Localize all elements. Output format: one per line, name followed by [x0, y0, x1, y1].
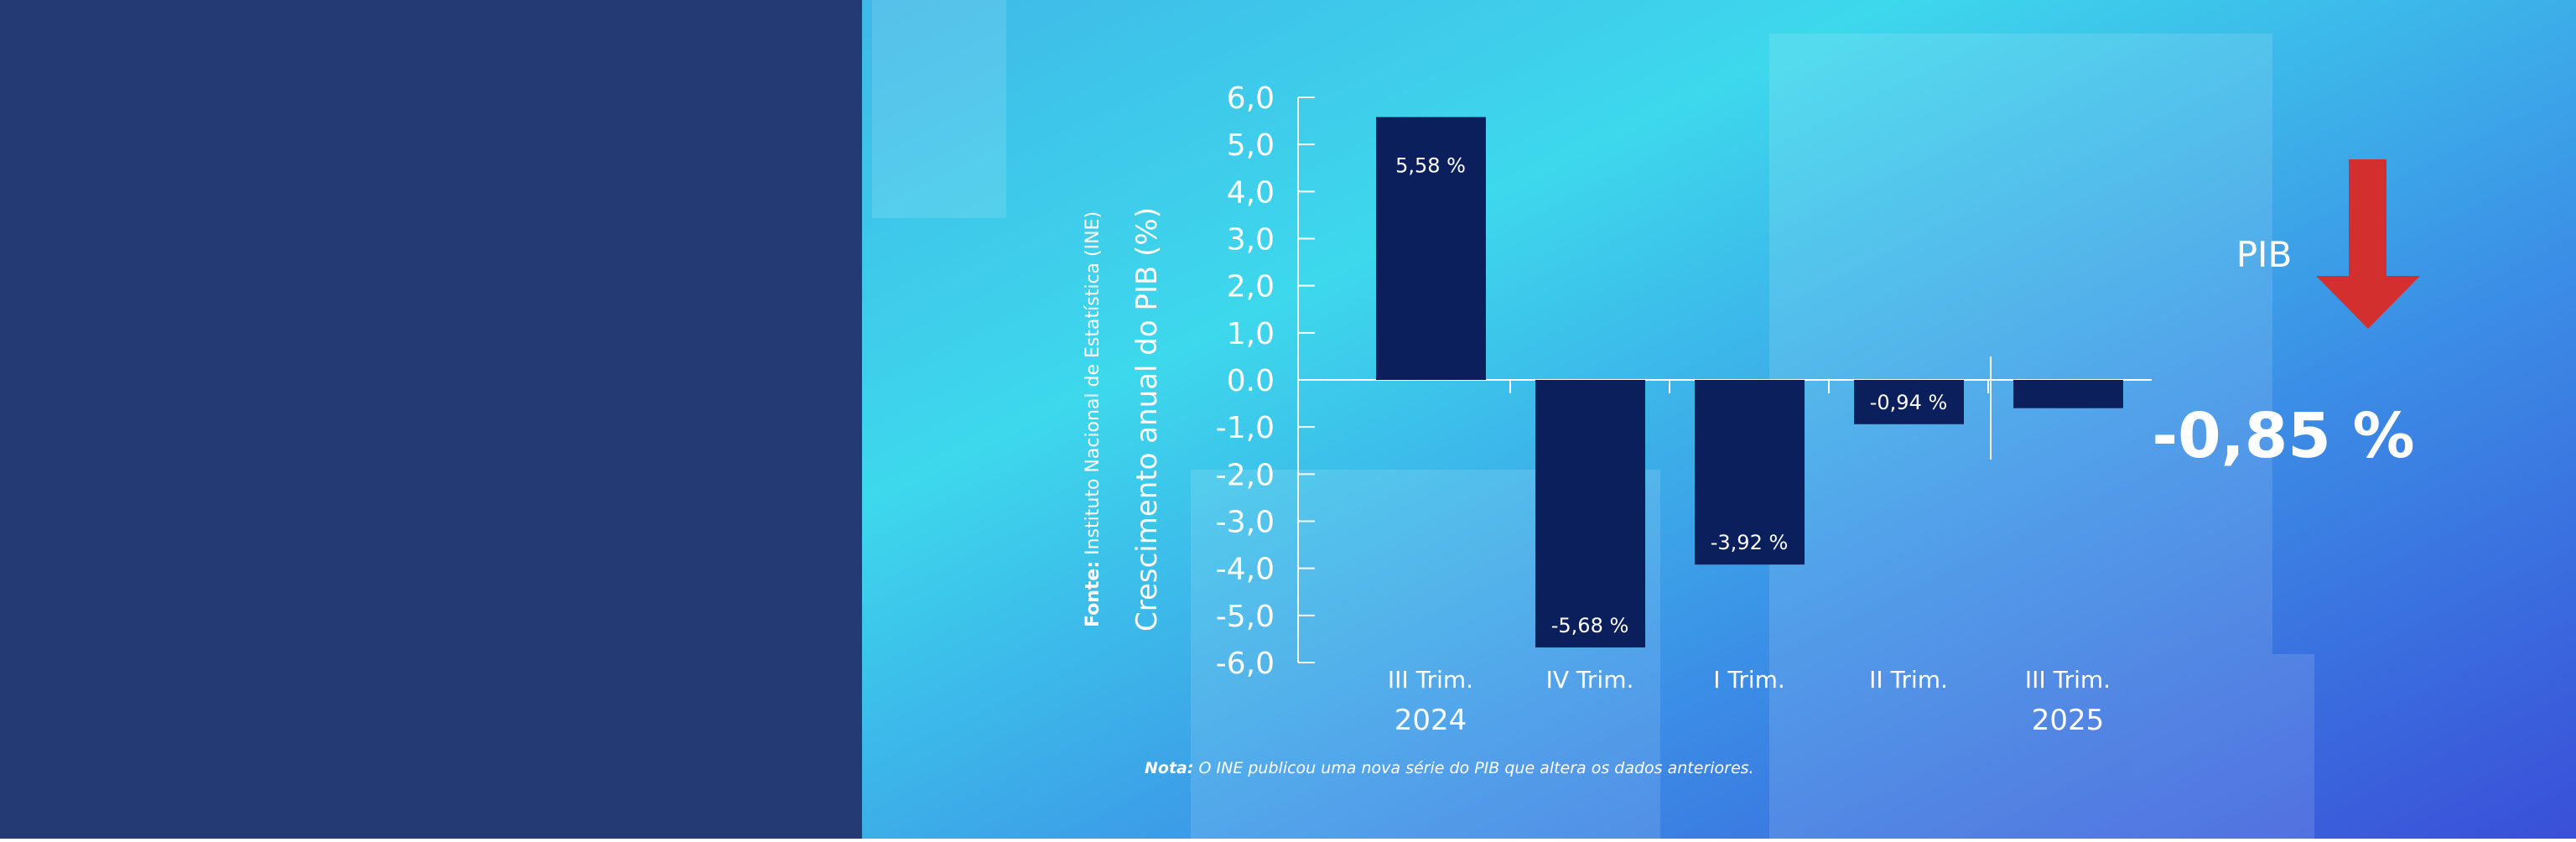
left-panel — [0, 0, 862, 839]
source-label: Fonte: — [1083, 561, 1104, 627]
bar — [1695, 380, 1805, 565]
value-label: -5,68 % — [1551, 614, 1629, 637]
y-tick-label: -1,0 — [1216, 411, 1275, 445]
note-label: Nota: — [1145, 759, 1193, 777]
source-text: Instituto Nacional de Estatística (INE) — [1083, 211, 1104, 555]
callout-value: -0,85 % — [2152, 400, 2414, 472]
note-text: O INE publicou uma nova série do PIB que… — [1199, 759, 1754, 777]
y-tick-label: -5,0 — [1216, 600, 1275, 634]
down-arrow — [2316, 159, 2420, 329]
y-tick-label: 3,0 — [1227, 223, 1275, 257]
callout-title: PIB — [2236, 234, 2293, 275]
value-label: -0,94 % — [1870, 391, 1948, 414]
x-tick-label: III Trim. — [1388, 666, 1473, 694]
bar — [1854, 380, 1964, 424]
note: Nota: O INE publicou uma nova série do P… — [1145, 759, 1754, 777]
x-tick-label: III Trim. — [2025, 666, 2111, 694]
value-label: 5,58 % — [1395, 154, 1466, 178]
year-label: 2025 — [2032, 704, 2105, 737]
y-tick-label: -3,0 — [1216, 506, 1275, 540]
y-tick-label: 5,0 — [1227, 128, 1275, 163]
y-tick-label: 4,0 — [1227, 175, 1275, 210]
y-tick-label: 2,0 — [1227, 270, 1275, 304]
bar — [1535, 380, 1645, 648]
y-tick-label: -6,0 — [1216, 647, 1275, 681]
y-tick-label: 6,0 — [1227, 81, 1275, 116]
y-tick-label: -4,0 — [1216, 553, 1275, 587]
axis-label: Crescimento anual do PIB (%) — [1130, 207, 1164, 632]
value-label: -3,92 % — [1711, 531, 1789, 554]
building-decor — [872, 0, 2314, 839]
bar — [1376, 117, 1486, 380]
source: Fonte: Instituto Nacional de Estatística… — [1083, 211, 1104, 627]
y-tick-label: -2,0 — [1216, 458, 1275, 492]
x-tick-label: IV Trim. — [1546, 666, 1634, 694]
y-tick-label: 1,0 — [1227, 317, 1275, 351]
x-tick-label: I Trim. — [1713, 666, 1785, 694]
y-tick-label: 0.0 — [1227, 364, 1275, 398]
year-label: 2024 — [1394, 704, 1467, 737]
x-tick-label: II Trim. — [1869, 666, 1948, 694]
bar — [2013, 380, 2123, 408]
